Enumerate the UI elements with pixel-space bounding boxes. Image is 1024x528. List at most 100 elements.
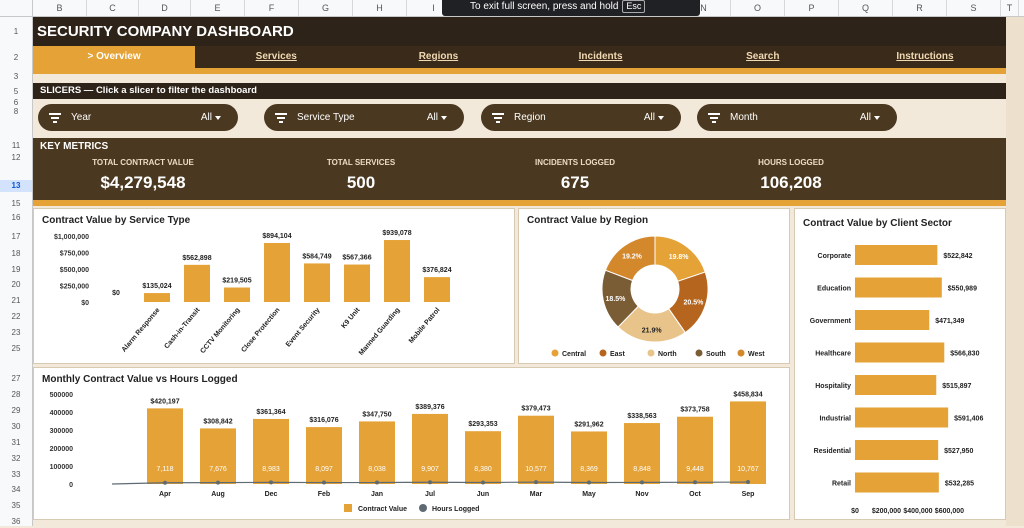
metric-1: TOTAL SERVICES 500 [251, 158, 471, 193]
slicer-label: Month [730, 112, 758, 123]
select-all-corner[interactable] [0, 0, 33, 16]
slicer-value: All [426, 112, 438, 123]
nav-tab-incidents[interactable]: Incidents [578, 51, 623, 62]
row-header-35[interactable]: 35 [11, 501, 21, 510]
column-header-t[interactable]: T [1001, 0, 1019, 16]
column-header-h[interactable]: H [353, 0, 407, 16]
data-label: $471,349 [935, 318, 964, 325]
data-label: $338,563 [627, 413, 656, 420]
row-header-13[interactable]: 13 [0, 180, 32, 192]
row-header-33[interactable]: 33 [11, 470, 21, 479]
slice-label: 19.8% [669, 254, 690, 261]
column-header-c[interactable]: C [87, 0, 139, 16]
x-tick-label: May [582, 491, 596, 498]
dropdown-arrow-icon [874, 116, 880, 120]
data-label: $316,076 [309, 417, 338, 424]
x-tick-label: Manned Guarding [358, 307, 402, 357]
y-tick-label: 500000 [50, 392, 73, 399]
line-point [375, 480, 379, 485]
row-header-27[interactable]: 27 [11, 374, 21, 383]
dropdown-arrow-icon [658, 116, 664, 120]
x-tick-label: Jan [371, 491, 383, 498]
data-label: $0 [112, 290, 120, 297]
row-header-5[interactable]: 5 [13, 87, 19, 96]
row-header-18[interactable]: 18 [11, 249, 21, 258]
row-header-23[interactable]: 23 [11, 328, 21, 337]
row-header-34[interactable]: 34 [11, 485, 21, 494]
legend-marker [695, 349, 703, 357]
row-header-6[interactable]: 6 [13, 98, 19, 107]
line-point [269, 480, 273, 485]
slicer-month[interactable]: Month All [697, 104, 897, 131]
row-header-15[interactable]: 15 [11, 199, 21, 208]
x-tick-label: Sep [742, 491, 755, 498]
row-header-32[interactable]: 32 [11, 454, 21, 463]
bar [465, 431, 501, 484]
bar [304, 263, 330, 302]
column-header-r[interactable]: R [893, 0, 947, 16]
bar [855, 277, 942, 298]
y-tick-label: 400000 [50, 410, 73, 417]
column-header-q[interactable]: Q [839, 0, 893, 16]
y-tick-label: Education [817, 286, 851, 293]
hours-label: 8,038 [368, 466, 386, 473]
legend-label: North [658, 351, 677, 358]
row-header-16[interactable]: 16 [11, 213, 21, 222]
data-label: $420,197 [150, 398, 179, 405]
x-tick-label: CCTV Monitoring [199, 307, 241, 355]
row-header-2[interactable]: 2 [13, 53, 19, 62]
dropdown-arrow-icon [441, 116, 447, 120]
row-header-30[interactable]: 30 [11, 422, 21, 431]
legend-marker [647, 349, 655, 357]
y-tick-label: $0 [81, 300, 89, 307]
slice-label: 19.2% [622, 254, 643, 261]
row-header-36[interactable]: 36 [11, 517, 21, 526]
row-header-11[interactable]: 11 [11, 141, 21, 150]
slicer-service-type[interactable]: Service Type All [264, 104, 464, 131]
slice-label: 20.5% [684, 300, 705, 307]
row-header-3[interactable]: 3 [13, 72, 19, 81]
row-header-19[interactable]: 19 [11, 265, 21, 274]
y-tick-label: $250,000 [60, 284, 89, 291]
row-header-25[interactable]: 25 [11, 344, 21, 353]
row-header-20[interactable]: 20 [11, 280, 21, 289]
nav-tab-instructions[interactable]: Instructions [896, 51, 954, 62]
data-label: $308,842 [203, 418, 232, 425]
row-header-8[interactable]: 8 [13, 107, 19, 116]
bar [730, 401, 766, 484]
column-header-f[interactable]: F [245, 0, 299, 16]
row-header-21[interactable]: 21 [11, 296, 21, 305]
row-header-12[interactable]: 12 [11, 153, 21, 162]
nav-tab-regions[interactable]: Regions [418, 51, 459, 62]
row-header-28[interactable]: 28 [11, 390, 21, 399]
accent-stripe [33, 68, 1006, 74]
column-header-o[interactable]: O [731, 0, 785, 16]
bar [855, 407, 949, 428]
data-label: $389,376 [415, 404, 444, 411]
row-header-17[interactable]: 17 [11, 232, 21, 241]
bar [855, 472, 939, 493]
bar [224, 287, 250, 302]
slicer-year[interactable]: Year All [38, 104, 238, 131]
nav-tab-search[interactable]: Search [746, 51, 780, 62]
column-header-p[interactable]: P [785, 0, 839, 16]
row-header-29[interactable]: 29 [11, 406, 21, 415]
column-header-s[interactable]: S [947, 0, 1001, 16]
data-label: $939,078 [382, 230, 411, 237]
column-header-g[interactable]: G [299, 0, 353, 16]
column-header-n[interactable]: N [677, 0, 731, 16]
column-header-d[interactable]: D [139, 0, 191, 16]
slicers-header: SLICERS — Click a slicer to filter the d… [33, 83, 1006, 99]
nav-tab-overview[interactable]: > Overview [33, 46, 196, 68]
row-header-31[interactable]: 31 [11, 438, 21, 447]
column-header-e[interactable]: E [191, 0, 245, 16]
metric-label: TOTAL CONTRACT VALUE [92, 158, 194, 167]
nav-tab-services[interactable]: Services [255, 51, 297, 62]
filter-icon [492, 113, 504, 123]
row-header-22[interactable]: 22 [11, 312, 21, 321]
row-header-1[interactable]: 1 [13, 27, 19, 36]
slicer-region[interactable]: Region All [481, 104, 681, 131]
key-metrics-title: KEY METRICS [40, 141, 109, 152]
column-header-b[interactable]: B [33, 0, 87, 16]
x-tick-label: $600,000 [935, 508, 964, 515]
